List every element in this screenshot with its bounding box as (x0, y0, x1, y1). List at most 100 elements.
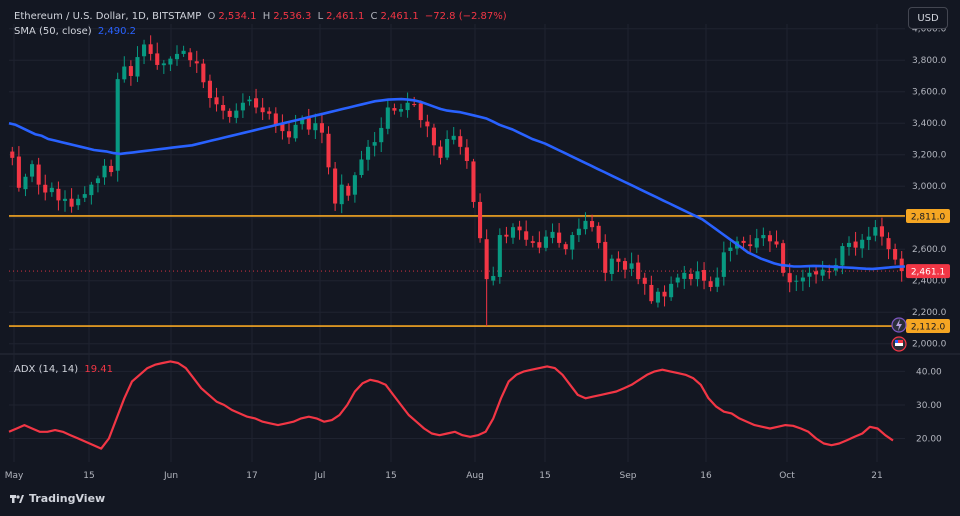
candle[interactable] (649, 275, 654, 304)
candle[interactable] (774, 230, 779, 248)
adx-header[interactable]: ADX (14, 14) 19.41 (14, 364, 116, 375)
candle[interactable] (286, 122, 292, 145)
candle[interactable] (879, 217, 884, 246)
candle[interactable] (497, 228, 502, 284)
candle[interactable] (550, 223, 555, 244)
candle[interactable] (234, 103, 239, 124)
candle[interactable] (128, 60, 133, 86)
candle[interactable] (214, 87, 219, 112)
candle[interactable] (807, 266, 812, 288)
candle[interactable] (135, 46, 140, 83)
candle[interactable] (537, 231, 542, 254)
candle[interactable] (563, 241, 568, 255)
candle[interactable] (247, 95, 252, 106)
candle[interactable] (122, 56, 127, 83)
candle[interactable] (142, 39, 147, 65)
candle[interactable] (609, 254, 614, 281)
candle[interactable] (372, 132, 377, 157)
sma-header[interactable]: SMA (50, close) 2,490.2 (14, 26, 139, 37)
candle[interactable] (221, 95, 226, 120)
candle[interactable] (840, 243, 845, 275)
candle[interactable] (280, 114, 285, 140)
candle[interactable] (76, 194, 81, 210)
candle[interactable] (69, 188, 74, 213)
candle[interactable] (570, 231, 575, 260)
candle[interactable] (181, 45, 186, 57)
candle[interactable] (669, 276, 674, 301)
flag-icon[interactable] (891, 336, 907, 352)
candle[interactable] (168, 56, 173, 72)
candle[interactable] (761, 227, 766, 247)
candle[interactable] (629, 252, 634, 277)
candle[interactable] (174, 45, 180, 66)
candle[interactable] (484, 229, 489, 327)
candle[interactable] (781, 239, 786, 277)
candle[interactable] (267, 107, 272, 120)
candle[interactable] (524, 220, 529, 246)
candle[interactable] (846, 236, 852, 256)
candle[interactable] (431, 123, 436, 156)
candle[interactable] (715, 267, 720, 293)
candle[interactable] (642, 272, 647, 295)
adx-line[interactable] (8, 360, 894, 450)
candle[interactable] (820, 260, 825, 282)
candle[interactable] (464, 139, 469, 169)
candle[interactable] (43, 174, 48, 201)
candle[interactable] (557, 223, 562, 248)
candle[interactable] (240, 93, 245, 118)
candle[interactable] (161, 60, 166, 74)
candle[interactable] (596, 222, 601, 249)
candle[interactable] (306, 108, 311, 135)
candle[interactable] (616, 251, 621, 272)
candle[interactable] (688, 268, 693, 286)
candle[interactable] (886, 232, 891, 260)
candle[interactable] (398, 103, 404, 117)
tradingview-logo[interactable]: TradingView (10, 492, 105, 505)
candle[interactable] (201, 58, 206, 89)
candle[interactable] (82, 186, 87, 203)
candle[interactable] (530, 235, 535, 248)
candle[interactable] (95, 175, 100, 193)
candle[interactable] (445, 130, 450, 161)
candle[interactable] (695, 261, 700, 287)
candle[interactable] (794, 275, 799, 292)
candle[interactable] (62, 190, 68, 212)
candle[interactable] (260, 98, 265, 120)
candle[interactable] (16, 146, 21, 192)
candle[interactable] (10, 146, 15, 166)
candle[interactable] (860, 233, 865, 258)
candle[interactable] (583, 212, 588, 235)
sma-line[interactable] (8, 97, 906, 271)
candle[interactable] (748, 234, 753, 253)
candle[interactable] (425, 114, 430, 138)
candle[interactable] (458, 129, 463, 155)
candle[interactable] (56, 181, 61, 211)
candle[interactable] (478, 193, 483, 243)
candle[interactable] (155, 42, 160, 70)
candle[interactable] (359, 150, 364, 178)
candle[interactable] (109, 159, 114, 177)
candle[interactable] (814, 266, 819, 284)
candle[interactable] (412, 96, 417, 107)
candle[interactable] (227, 108, 232, 123)
candle[interactable] (603, 234, 608, 282)
candle[interactable] (339, 174, 344, 214)
candle[interactable] (517, 220, 522, 240)
candle[interactable] (188, 48, 193, 67)
candle[interactable] (662, 285, 667, 307)
candle[interactable] (866, 226, 871, 251)
candle[interactable] (873, 219, 878, 242)
candle[interactable] (392, 103, 397, 115)
candle[interactable] (366, 139, 371, 171)
candle[interactable] (451, 126, 456, 145)
candle[interactable] (438, 140, 443, 165)
candle[interactable] (326, 126, 331, 175)
lightning-icon[interactable] (891, 317, 907, 333)
candle[interactable] (36, 157, 41, 195)
candle[interactable] (471, 158, 476, 208)
candle[interactable] (543, 230, 548, 252)
candle[interactable] (622, 257, 628, 279)
candle[interactable] (333, 161, 338, 211)
candle[interactable] (418, 100, 423, 128)
